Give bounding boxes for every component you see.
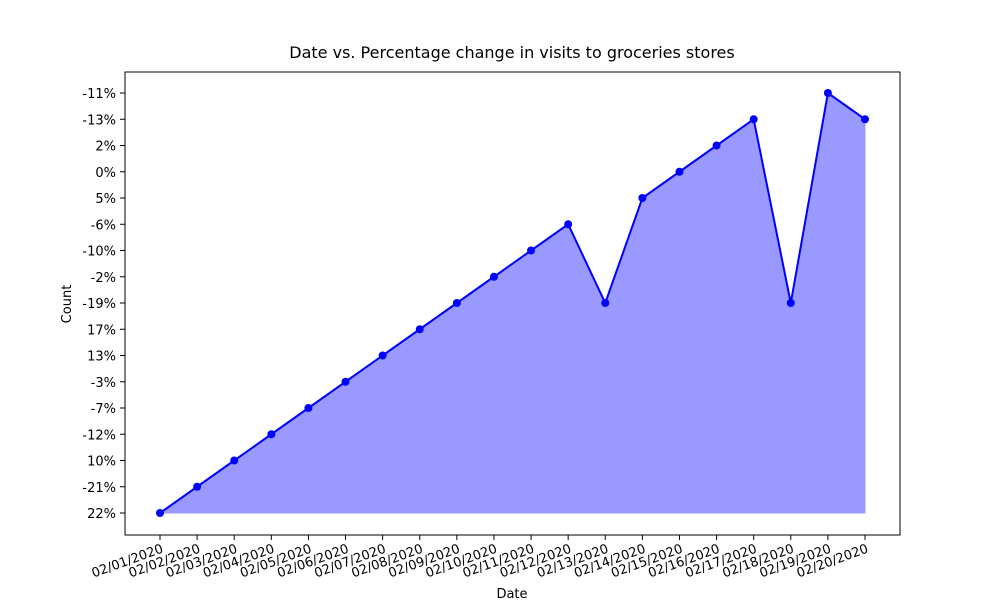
- y-tick-label: -12%: [82, 428, 116, 443]
- y-tick-label: -21%: [82, 481, 116, 496]
- marker: [749, 115, 758, 124]
- y-axis-label: Count: [60, 285, 75, 324]
- y-tick-label: -6%: [91, 218, 116, 233]
- y-tick-label: 22%: [87, 507, 116, 522]
- y-tick-label: 0%: [95, 166, 116, 181]
- marker: [193, 482, 202, 491]
- y-tick-label: -7%: [91, 402, 116, 417]
- marker: [527, 246, 536, 255]
- y-tick-label: -13%: [82, 113, 116, 128]
- y-tick-label: 13%: [87, 350, 116, 365]
- chart-title: Date vs. Percentage change in visits to …: [289, 43, 734, 62]
- marker: [267, 430, 276, 439]
- marker: [564, 220, 573, 229]
- y-tick-label: -10%: [82, 245, 116, 260]
- marker: [452, 299, 461, 307]
- marker: [601, 299, 610, 307]
- line: [159, 91, 866, 514]
- marker: [638, 194, 647, 202]
- marker: [675, 167, 684, 176]
- marker: [378, 351, 387, 360]
- marker: [341, 377, 350, 386]
- x-axis-label: Date: [496, 587, 527, 600]
- y-tick-label: 17%: [87, 323, 116, 338]
- y-tick-label: 5%: [95, 192, 116, 207]
- marker: [712, 141, 721, 150]
- marker: [861, 115, 869, 124]
- y-tick-label: 10%: [87, 455, 116, 470]
- y-tick-label: -2%: [91, 271, 116, 286]
- marker: [415, 325, 424, 334]
- y-tick-label: -19%: [82, 297, 116, 312]
- marker: [489, 272, 498, 281]
- y-tick-label: -11%: [82, 87, 116, 102]
- marker: [786, 299, 795, 307]
- marker: [156, 509, 164, 517]
- marker: [304, 404, 313, 412]
- y-tick-label: 2%: [95, 140, 116, 155]
- marker: [230, 456, 239, 465]
- area: [158, 92, 866, 514]
- marker: [823, 89, 832, 97]
- y-tick-label: -3%: [91, 376, 116, 391]
